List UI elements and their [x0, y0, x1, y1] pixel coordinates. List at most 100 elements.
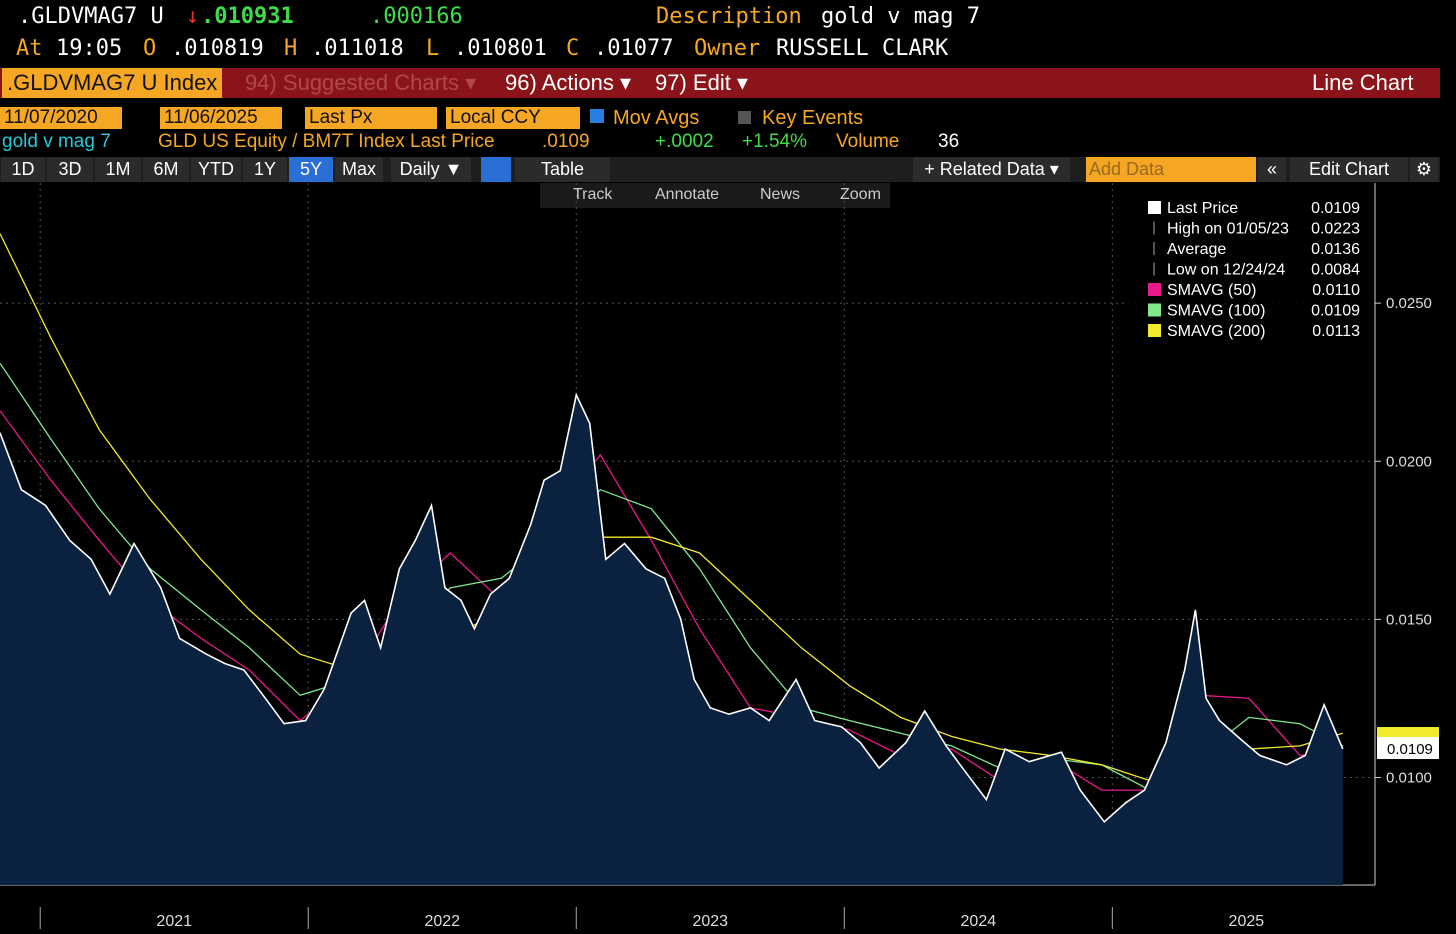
y-tick-label: 0.0150	[1386, 611, 1432, 628]
end-date[interactable]: 11/06/2025	[160, 107, 282, 129]
start-date[interactable]: 11/07/2020	[0, 107, 122, 129]
period[interactable]: 1D	[1, 157, 45, 182]
menu-bar: .GLDVMAG7 U Index 94) Suggested Charts ▾…	[0, 68, 1440, 98]
y-tick-label: 0.0250	[1386, 295, 1432, 312]
settings[interactable]: ⚙	[1410, 157, 1438, 182]
ohlc-row: At 19:05 O .010819 H .011018 L .010801 C…	[16, 36, 1016, 66]
menu-item[interactable]: 96) Actions ▾	[505, 70, 631, 95]
field[interactable]: Last Px	[305, 107, 437, 129]
label: Description	[656, 4, 802, 29]
chart: 0.0100 0.0150 0.0200 0.0250 2021 2022 2023 2024…	[0, 183, 1439, 930]
legend-label: SMAVG (50)	[1167, 282, 1257, 299]
tool[interactable]: Annotate	[655, 186, 720, 203]
menu-item[interactable]: 97) Edit ▾	[655, 70, 748, 95]
toolbar: Daily ▼ Table + Related Data ▾ Add Data …	[0, 157, 1440, 182]
legend-swatch	[1148, 201, 1161, 214]
legend-value: 0.0223	[1311, 221, 1360, 238]
collapse[interactable]: «	[1258, 157, 1286, 182]
line	[0, 410, 1343, 791]
period[interactable]: Max	[335, 157, 383, 182]
mov-avgs[interactable]: Mov Avgs	[613, 107, 700, 129]
line	[0, 362, 1344, 791]
legend-value: 0.0084	[1311, 262, 1360, 279]
name: gold v mag 7	[2, 131, 111, 152]
description: gold v mag 7	[821, 4, 980, 29]
edit-chart[interactable]: Edit Chart	[1290, 157, 1408, 182]
pct-change: +1.54%	[742, 131, 807, 152]
legend-value: 0.0136	[1311, 241, 1360, 258]
key-events[interactable]: Key Events	[762, 107, 864, 129]
label: Volume	[836, 131, 900, 152]
label: O	[143, 36, 157, 61]
menu-item[interactable]: 94) Suggested Charts ▾	[245, 70, 477, 95]
legend: Last Price 0.0109 High on 01/05/23 0.0223 Av…	[1128, 194, 1372, 346]
menu-item[interactable]: Line Chart	[1312, 70, 1414, 95]
label: At	[16, 36, 43, 61]
period[interactable]: 1M	[95, 157, 141, 182]
description: GLD US Equity / BM7T Index Last Price	[158, 131, 495, 152]
label: L	[426, 36, 440, 61]
legend-value: 0.0113	[1312, 323, 1360, 340]
close: .01077	[594, 36, 674, 61]
y-tick-label: 0.0200	[1386, 453, 1432, 470]
x-tick-label: 2022	[424, 913, 460, 930]
tool[interactable]: Zoom	[840, 186, 881, 203]
chart-tools: Track Annotate News Zoom	[540, 183, 890, 208]
label: Owner	[694, 36, 761, 61]
line	[0, 392, 1344, 823]
legend-value: 0.0109	[1311, 200, 1360, 217]
y-tick-label: 0.0100	[1386, 769, 1432, 786]
label: C	[566, 36, 580, 61]
owner: RUSSELL CLARK	[776, 36, 949, 61]
time: 19:05	[56, 36, 123, 61]
price: .0109	[542, 131, 590, 152]
volume: 36	[938, 131, 960, 152]
area	[0, 394, 1343, 885]
legend-label: Average	[1167, 241, 1226, 258]
low: .010801	[454, 36, 547, 61]
security[interactable]: .GLDVMAG7 U Index	[2, 68, 223, 98]
x-tick-label: 2024	[961, 913, 997, 930]
legend-box	[1128, 194, 1372, 346]
price-tag-label: 0.0109	[1387, 741, 1433, 758]
ticker: .GLDVMAG7 U	[18, 4, 164, 29]
x-tick-label: 2023	[692, 913, 728, 930]
change: +.0002	[655, 131, 714, 152]
label: H	[284, 36, 298, 61]
legend-value: 0.0109	[1311, 303, 1360, 320]
open: .010819	[171, 36, 264, 61]
legend-label: Last Price	[1167, 200, 1238, 217]
x-tick-label: 2025	[1229, 913, 1265, 930]
frequency[interactable]: Daily ▼	[391, 157, 471, 182]
tool[interactable]: Track	[573, 186, 613, 203]
legend-label: High on 01/05/23	[1167, 221, 1289, 238]
high: .011018	[311, 36, 404, 61]
period[interactable]: 5Y	[289, 157, 333, 182]
price-tag	[1377, 737, 1439, 760]
period[interactable]: 6M	[143, 157, 189, 182]
legend-label: SMAVG (100)	[1167, 303, 1265, 320]
currency[interactable]: Local CCY	[446, 107, 580, 129]
period[interactable]: 1Y	[243, 157, 287, 182]
tool[interactable]: News	[760, 186, 801, 203]
legend-label: Low on 12/24/24	[1167, 262, 1285, 279]
related[interactable]: + Related Data ▾	[913, 157, 1070, 182]
last: .010931	[201, 4, 294, 29]
arrow: ↓	[186, 4, 200, 29]
change: .000166	[370, 4, 463, 29]
x-tick-label: 2021	[156, 913, 192, 930]
quote-row: .GLDVMAG7 U ↓ .010931 .000166 Descriptio…	[18, 4, 1018, 34]
line-icon[interactable]	[481, 157, 511, 182]
legend-swatch	[1148, 283, 1161, 296]
table[interactable]: Table	[515, 157, 610, 182]
checkbox[interactable]	[738, 111, 751, 124]
legend-swatch	[1148, 324, 1161, 337]
add-data[interactable]: Add Data	[1086, 157, 1256, 182]
line	[0, 233, 1343, 782]
info-row: gold v mag 7 GLD US Equity / BM7T Index …	[0, 131, 1000, 157]
period[interactable]: 3D	[47, 157, 93, 182]
legend-value: 0.0110	[1312, 282, 1360, 299]
checkbox[interactable]	[590, 109, 604, 123]
period[interactable]: YTD	[191, 157, 241, 182]
